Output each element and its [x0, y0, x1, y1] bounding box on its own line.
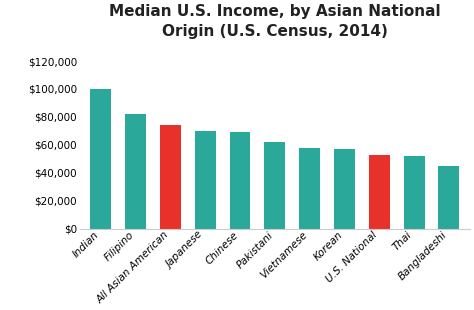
- Bar: [264, 142, 285, 228]
- Bar: [404, 156, 425, 228]
- Bar: [229, 132, 250, 228]
- Bar: [334, 149, 355, 228]
- Title: Median U.S. Income, by Asian National
Origin (U.S. Census, 2014): Median U.S. Income, by Asian National Or…: [109, 4, 441, 39]
- Bar: [299, 148, 320, 228]
- Bar: [125, 114, 146, 228]
- Bar: [160, 125, 181, 228]
- Bar: [91, 89, 111, 228]
- Bar: [369, 155, 390, 228]
- Bar: [438, 166, 459, 228]
- Bar: [195, 131, 216, 228]
